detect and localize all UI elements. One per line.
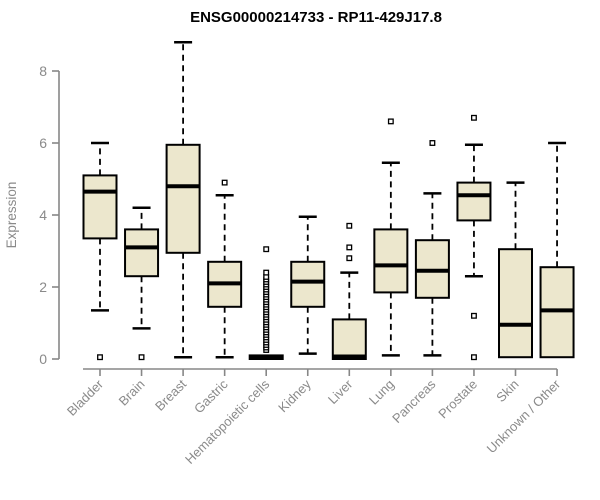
box-group bbox=[498, 181, 533, 359]
outlier-point bbox=[470, 114, 477, 121]
outlier-point bbox=[387, 118, 394, 125]
x-tick-label: Gastric bbox=[191, 376, 231, 416]
iqr-box bbox=[331, 318, 367, 360]
x-tick-label: Bladder bbox=[64, 376, 107, 419]
iqr-box bbox=[124, 228, 160, 278]
iqr-box bbox=[373, 228, 409, 294]
box-group bbox=[165, 40, 201, 359]
x-tick-label: Lung bbox=[366, 377, 397, 408]
y-tick-label: 6 bbox=[39, 135, 47, 151]
x-tick-label: Kidney bbox=[275, 376, 314, 415]
box-group bbox=[290, 215, 326, 355]
iqr-box bbox=[82, 174, 118, 240]
outlier-point bbox=[346, 255, 353, 262]
x-tick-label: Skin bbox=[493, 377, 521, 405]
outlier-point bbox=[263, 269, 270, 276]
iqr-box bbox=[498, 248, 533, 359]
outlier-point bbox=[263, 246, 270, 253]
outlier-point bbox=[470, 312, 477, 319]
outlier-point bbox=[346, 244, 353, 251]
box-group bbox=[456, 114, 492, 361]
y-tick-label: 0 bbox=[39, 351, 47, 367]
box-group bbox=[248, 246, 284, 360]
iqr-box bbox=[165, 143, 201, 254]
outlier-point bbox=[346, 222, 353, 229]
y-tick-label: 4 bbox=[39, 207, 47, 223]
box-group bbox=[373, 118, 409, 357]
x-tick-label: Unknown / Other bbox=[484, 376, 564, 456]
outlier-point bbox=[221, 179, 228, 186]
y-tick-label: 8 bbox=[39, 63, 47, 79]
y-tick-label: 2 bbox=[39, 279, 47, 295]
x-tick-label: Pancreas bbox=[389, 376, 439, 426]
box-group bbox=[207, 179, 243, 359]
x-tick-label: Liver bbox=[325, 376, 356, 407]
box-group bbox=[331, 222, 367, 360]
box-group bbox=[124, 206, 160, 361]
boxes-layer bbox=[82, 40, 575, 361]
outlier-point bbox=[97, 354, 103, 361]
box-group bbox=[414, 140, 450, 357]
x-tick-label: Brain bbox=[116, 377, 148, 409]
box-group bbox=[82, 141, 118, 361]
outlier-point bbox=[429, 140, 436, 146]
y-axis-title: Expression bbox=[4, 182, 19, 249]
x-tick-label: Breast bbox=[152, 376, 189, 413]
chart-title: ENSG00000214733 - RP11-429J17.8 bbox=[190, 9, 442, 26]
outlier-point bbox=[470, 354, 477, 361]
box-group bbox=[539, 141, 575, 359]
iqr-box bbox=[456, 181, 492, 222]
outlier-point bbox=[138, 354, 145, 361]
x-tick-label: Prostate bbox=[435, 377, 480, 422]
iqr-box bbox=[290, 260, 326, 308]
